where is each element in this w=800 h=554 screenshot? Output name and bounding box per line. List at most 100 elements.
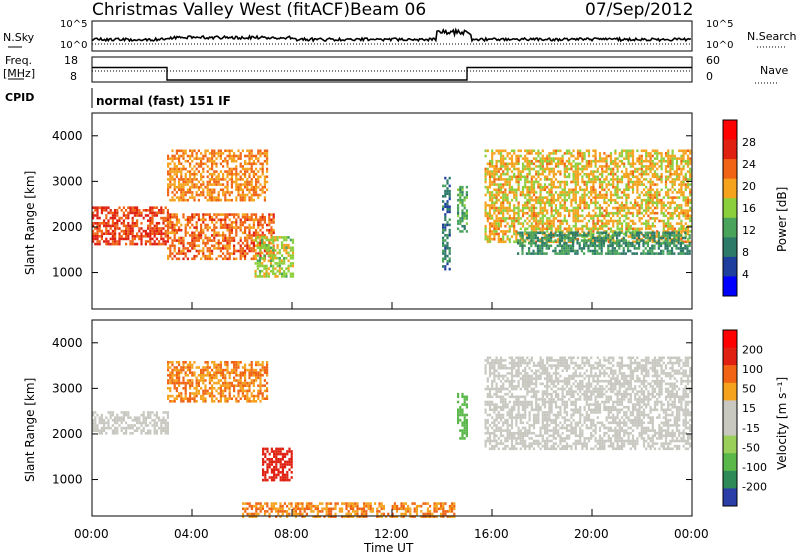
scatter-cell — [552, 152, 555, 155]
scatter-cell — [550, 191, 553, 194]
scatter-cell — [502, 193, 505, 197]
scatter-cell — [590, 201, 593, 205]
scatter-cell — [160, 426, 163, 430]
scatter-cell — [552, 149, 555, 153]
scatter-cell — [675, 222, 679, 225]
scatter-cell — [576, 237, 580, 241]
scatter-cell — [660, 152, 663, 155]
scatter-cell — [592, 178, 595, 181]
scatter-cell — [200, 374, 203, 377]
scatter-cell — [539, 198, 542, 202]
scatter-cell — [215, 381, 218, 385]
scatter-cell — [230, 384, 233, 387]
scatter-cell — [583, 183, 586, 186]
scatter-cell — [517, 252, 520, 255]
scatter-cell — [579, 188, 582, 192]
scatter-cell — [127, 224, 130, 228]
scatter-cell — [601, 175, 604, 179]
scatter-cell — [178, 196, 181, 199]
scatter-cell — [543, 236, 546, 240]
scatter-cell — [552, 232, 555, 236]
scatter-cell — [153, 426, 156, 430]
scatter-cell — [116, 214, 119, 217]
scatter-cell — [461, 211, 464, 215]
scatter-cell — [689, 206, 692, 210]
scatter-cell — [625, 204, 628, 207]
scatter-cell — [662, 196, 665, 199]
scatter-cell — [541, 244, 544, 248]
scatter-cell — [184, 247, 187, 250]
scatter-cell — [543, 222, 547, 225]
scatter-cell — [261, 246, 264, 250]
scatter-cell — [517, 175, 520, 179]
scatter-cell — [526, 178, 529, 181]
scatter-cell — [488, 206, 492, 210]
scatter-cell — [583, 217, 586, 220]
scatter-cell — [488, 159, 492, 163]
scatter-cell — [217, 154, 220, 158]
scatter-cell — [565, 149, 569, 153]
y-tick-label: 3000 — [52, 174, 83, 188]
scatter-cell — [217, 213, 220, 216]
scatter-cell — [111, 229, 114, 233]
scatter-cell — [261, 238, 264, 242]
scatter-cell — [169, 249, 172, 253]
scatter-cell — [283, 246, 286, 250]
scatter-cell — [155, 411, 158, 414]
scatter-cell — [634, 240, 637, 244]
scatter-cell — [631, 236, 634, 240]
scatter-cell — [226, 397, 229, 400]
scatter-cell — [257, 231, 260, 235]
scatter-cell — [175, 167, 178, 171]
scatter-cell — [444, 223, 447, 227]
scatter-cell — [574, 236, 577, 240]
scatter-cell — [640, 217, 643, 220]
scatter-cell — [574, 206, 577, 210]
scatter-cell — [629, 249, 632, 253]
scatter-cell — [682, 180, 685, 184]
scatter-cell — [574, 191, 577, 194]
scatter-cell — [465, 222, 468, 225]
scatter-cell — [565, 206, 569, 210]
scatter-cell — [263, 264, 266, 268]
scatter-cell — [497, 211, 500, 215]
freq-frame — [91, 56, 693, 83]
scatter-cell — [550, 188, 553, 192]
scatter-cell — [576, 183, 580, 186]
scatter-cell — [204, 234, 207, 237]
scatter-cell — [556, 252, 559, 255]
scatter-cell — [237, 183, 240, 186]
scatter-cell — [263, 175, 266, 179]
scatter-cell — [224, 361, 227, 364]
scatter-cell — [614, 191, 617, 194]
scatter-cell — [598, 152, 602, 155]
scatter-cell — [667, 217, 670, 220]
scatter-cell — [557, 196, 560, 199]
scatter-cell — [508, 209, 511, 212]
scatter-cell — [193, 215, 196, 219]
scatter-cell — [484, 180, 487, 184]
scatter-cell — [614, 149, 617, 153]
scatter-cell — [173, 247, 176, 250]
scatter-cell — [129, 432, 132, 435]
scatter-cell — [612, 172, 615, 176]
scatter-cell — [239, 185, 242, 189]
scatter-cell — [224, 178, 227, 181]
scatter-cell — [510, 219, 514, 223]
scatter-cell — [252, 241, 255, 245]
scatter-cell — [590, 165, 593, 168]
scatter-cell — [526, 235, 529, 238]
scatter-cell — [547, 239, 550, 242]
scatter-cell — [662, 214, 665, 218]
scatter-cell — [537, 159, 540, 163]
scatter-cell — [92, 419, 95, 422]
scatter-cell — [576, 249, 579, 253]
scatter-cell — [109, 216, 112, 220]
scatter-cell — [171, 196, 174, 199]
scatter-cell — [261, 241, 264, 244]
scatter-cell — [463, 224, 466, 228]
scatter-cell — [215, 213, 218, 216]
scatter-cell — [239, 379, 242, 382]
scatter-cell — [669, 167, 672, 171]
scatter-cell — [180, 154, 183, 158]
